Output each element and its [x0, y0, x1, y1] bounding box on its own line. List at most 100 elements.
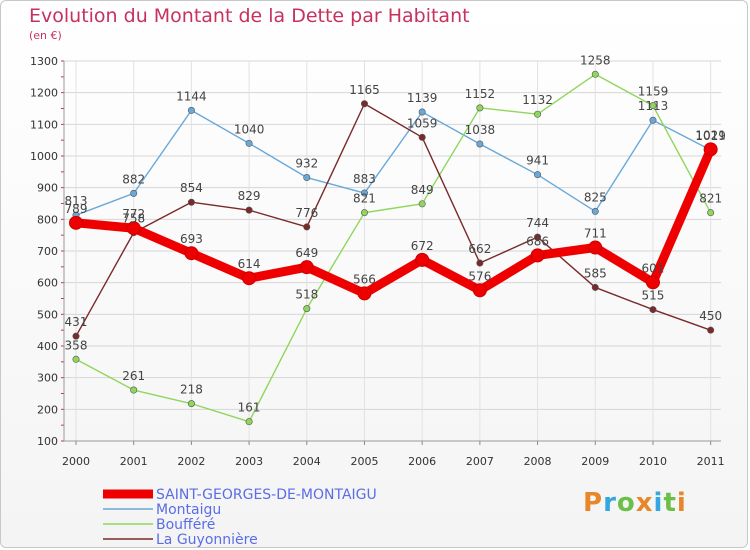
data-label: 662: [468, 242, 491, 256]
data-label: 854: [180, 181, 203, 195]
chart-title: Evolution du Montant de la Dette par Hab…: [29, 5, 470, 27]
x-tick-label: 2001: [120, 455, 148, 468]
y-tick-label: 1000: [30, 150, 58, 163]
data-point: [187, 198, 195, 206]
data-point: [534, 171, 542, 179]
data-point: [245, 206, 253, 214]
logo-letter: P: [583, 488, 604, 518]
legend-label: SAINT-GEORGES-DE-MONTAIGU: [156, 487, 377, 503]
series-line-1: [75, 109, 712, 216]
data-label: 1139: [407, 91, 438, 105]
data-label: 1258: [580, 53, 611, 67]
data-label: 614: [238, 257, 261, 271]
data-point: [703, 142, 718, 157]
y-tick-label: 1300: [30, 55, 58, 68]
data-point: [187, 106, 195, 114]
data-label: 744: [526, 216, 549, 230]
data-point: [126, 221, 141, 236]
data-label: 821: [353, 192, 376, 206]
series-layer: [69, 70, 718, 426]
data-label: 1040: [234, 122, 265, 136]
data-label: 758: [122, 212, 145, 226]
y-tick-label: 700: [37, 245, 58, 258]
data-label: 601: [642, 261, 665, 275]
x-tick-label: 2004: [293, 455, 321, 468]
data-point: [242, 271, 257, 286]
data-label: 821: [699, 192, 722, 206]
data-point: [476, 259, 484, 267]
logo-letter: i: [676, 488, 687, 518]
data-point: [530, 248, 545, 263]
data-label: 882: [122, 172, 145, 186]
data-label: 450: [699, 309, 722, 323]
data-label: 1021: [695, 128, 726, 142]
proxiti-logo: Proxiti: [583, 488, 687, 518]
x-tick-label: 2002: [177, 455, 205, 468]
logo-letter: i: [653, 488, 664, 518]
y-tick-label: 1100: [30, 118, 58, 131]
data-point: [707, 209, 715, 217]
grid: [64, 60, 721, 442]
data-label: 776: [295, 206, 318, 220]
data-label: 585: [584, 266, 607, 280]
x-tick-label: 2010: [639, 455, 667, 468]
x-tick-label: 2008: [524, 455, 552, 468]
data-point: [130, 386, 138, 394]
data-point: [476, 140, 484, 148]
data-label: 1165: [349, 83, 380, 97]
logo-letter: r: [603, 488, 617, 518]
data-label: 672: [411, 239, 434, 253]
data-label: 1159: [638, 85, 669, 99]
y-tick-label: 300: [37, 372, 58, 385]
data-point: [360, 209, 368, 217]
data-label: 1152: [465, 87, 496, 101]
data-label: 711: [584, 227, 607, 241]
data-label: 693: [180, 232, 203, 246]
data-point: [418, 133, 426, 141]
legend-label: La Guyonnière: [156, 532, 258, 548]
data-label: 515: [642, 289, 665, 303]
data-point: [360, 189, 368, 197]
data-point: [591, 70, 599, 78]
x-tick-label: 2011: [697, 455, 725, 468]
data-point: [472, 283, 487, 298]
data-label: 1038: [465, 123, 496, 137]
data-label: 941: [526, 154, 549, 168]
data-point: [303, 174, 311, 182]
data-label: 849: [411, 183, 434, 197]
x-tick-label: 2006: [408, 455, 436, 468]
data-point: [649, 116, 657, 124]
y-tick-label: 200: [37, 403, 58, 416]
x-tick-label: 2009: [581, 455, 609, 468]
series-line-2: [75, 73, 712, 423]
data-label: 518: [295, 288, 318, 302]
data-point: [645, 275, 660, 290]
data-point: [418, 200, 426, 208]
data-point: [245, 139, 253, 147]
series-line-0: [71, 144, 716, 298]
axes: 100 200 300 400 500 600 700 800 900 1000 1100 1200 1…: [30, 55, 725, 468]
data-point: [303, 223, 311, 231]
data-label: 686: [526, 234, 549, 248]
logo-letter: o: [616, 488, 636, 518]
data-label: 813: [65, 194, 88, 208]
data-point: [303, 305, 311, 313]
data-point: [591, 207, 599, 215]
x-tick-label: 2000: [62, 455, 90, 468]
data-point: [415, 252, 430, 267]
data-point: [245, 418, 253, 426]
data-labels: 813 882 1144 1040 932 883 1139 1038 941 825 1113 10…: [65, 53, 726, 414]
data-point: [588, 240, 603, 255]
data-label: 261: [122, 369, 145, 383]
data-label: 789: [65, 202, 88, 216]
data-point: [69, 215, 83, 230]
data-label: 932: [295, 157, 318, 171]
series-line-3: [75, 103, 712, 337]
y-tick-label: 400: [37, 340, 58, 353]
x-tick-label: 2003: [235, 455, 263, 468]
y-tick-label: 500: [37, 308, 58, 321]
data-point: [187, 400, 195, 408]
data-point: [72, 332, 80, 340]
